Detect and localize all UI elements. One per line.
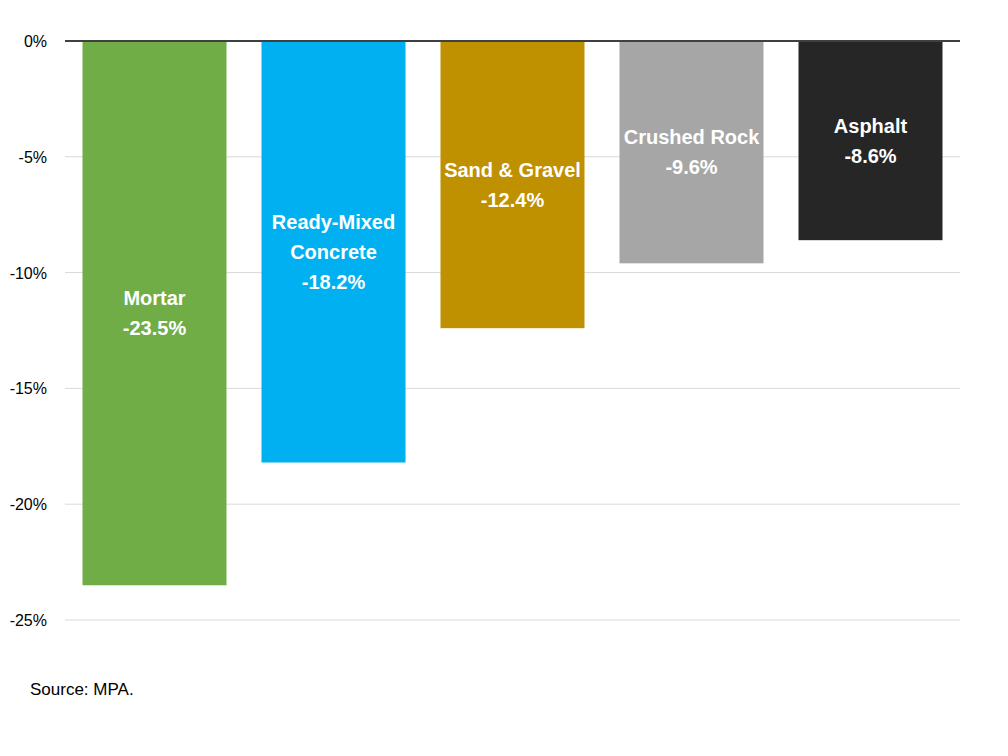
y-tick-label: -20% <box>10 496 47 513</box>
category-label: Asphalt <box>834 115 908 137</box>
data-label: -9.6% <box>665 156 717 178</box>
y-tick-label: 0% <box>24 33 47 50</box>
chart-svg: 0% -5% -10% -15% -20% -25% Mortar -23.5% Ready-M… <box>0 0 1008 756</box>
category-label: Crushed Rock <box>624 126 760 148</box>
data-label: -18.2% <box>302 271 366 293</box>
bar-labels: Mortar -23.5% Ready-MixedConcrete -18.2% San… <box>123 115 908 340</box>
bar <box>799 41 943 240</box>
data-label: -8.6% <box>844 145 896 167</box>
data-label: -12.4% <box>481 189 545 211</box>
bar <box>620 41 764 263</box>
bar <box>441 41 585 328</box>
bars <box>83 41 943 585</box>
source-note: Source: MPA. <box>30 680 134 699</box>
category-label: Mortar <box>123 287 185 309</box>
bar <box>83 41 227 585</box>
y-tick-label: -15% <box>10 380 47 397</box>
category-label: Sand & Gravel <box>444 159 581 181</box>
y-tick-label: -10% <box>10 265 47 282</box>
chart-container: 0% -5% -10% -15% -20% -25% Mortar -23.5% Ready-M… <box>0 0 1008 756</box>
grid-line <box>65 620 960 621</box>
bar <box>262 41 406 463</box>
data-label: -23.5% <box>123 317 187 339</box>
zero-axis-line <box>65 40 960 42</box>
category-label: Ready-MixedConcrete <box>272 211 395 263</box>
y-tick-label: -5% <box>19 149 47 166</box>
y-tick-label: -25% <box>10 612 47 629</box>
